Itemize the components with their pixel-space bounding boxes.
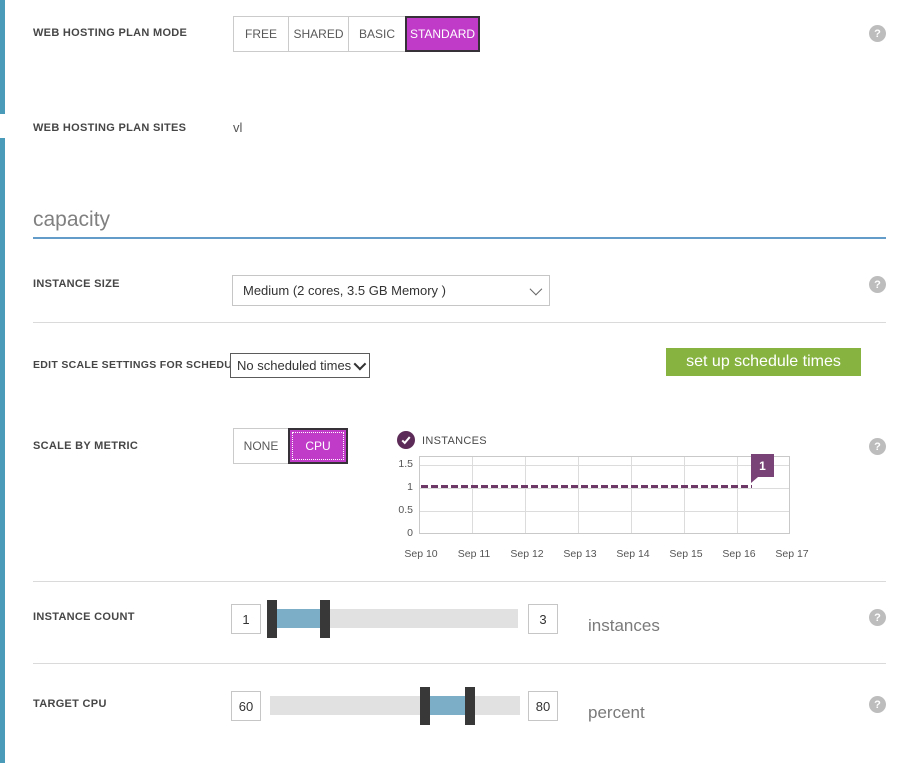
help-icon[interactable]: ? bbox=[869, 609, 886, 626]
instance-count-max-handle[interactable] bbox=[320, 600, 330, 638]
plan-mode-option-free[interactable]: FREE bbox=[233, 16, 289, 52]
left-accent-strip-top bbox=[0, 0, 5, 114]
divider bbox=[33, 663, 886, 664]
x-axis-tick: Sep 11 bbox=[457, 548, 491, 560]
check-circle-icon[interactable] bbox=[397, 431, 415, 449]
instance-count-range-fill bbox=[277, 609, 320, 628]
help-icon[interactable]: ? bbox=[869, 276, 886, 293]
plan-mode-option-standard[interactable]: STANDARD bbox=[405, 16, 480, 52]
schedule-select-value: No scheduled times bbox=[237, 358, 352, 373]
plan-sites-value: vl bbox=[233, 120, 243, 135]
target-cpu-track-left[interactable] bbox=[270, 696, 420, 715]
help-icon[interactable]: ? bbox=[869, 438, 886, 455]
set-up-schedule-times-button[interactable]: set up schedule times bbox=[666, 348, 861, 376]
chevron-down-icon bbox=[353, 357, 367, 371]
plan-mode-option-shared[interactable]: SHARED bbox=[288, 16, 349, 52]
plan-mode-toggle-group: FREE SHARED BASIC STANDARD bbox=[233, 16, 480, 52]
target-cpu-max-handle[interactable] bbox=[465, 687, 475, 725]
instance-size-value: Medium (2 cores, 3.5 GB Memory ) bbox=[243, 283, 446, 298]
divider bbox=[33, 581, 886, 582]
section-underline bbox=[33, 237, 886, 239]
series-end-value-badge: 1 bbox=[751, 454, 774, 483]
instances-chart-plot bbox=[419, 456, 790, 534]
x-axis-tick: Sep 15 bbox=[669, 548, 703, 560]
chevron-down-icon bbox=[529, 282, 543, 296]
scale-metric-toggle-group: NONE CPU bbox=[233, 428, 348, 464]
gridline bbox=[420, 488, 789, 489]
schedule-label: EDIT SCALE SETTINGS FOR SCHEDULE bbox=[33, 359, 247, 371]
x-axis-tick: Sep 16 bbox=[722, 548, 756, 560]
instance-count-min-handle[interactable] bbox=[267, 600, 277, 638]
left-accent-strip-bottom bbox=[0, 138, 5, 763]
instance-size-label: INSTANCE SIZE bbox=[33, 278, 120, 290]
x-axis-tick: Sep 10 bbox=[404, 548, 438, 560]
instance-count-label: INSTANCE COUNT bbox=[33, 611, 135, 623]
y-axis-tick: 0.5 bbox=[398, 504, 413, 516]
target-cpu-label: TARGET CPU bbox=[33, 698, 107, 710]
divider bbox=[33, 322, 886, 323]
gridline bbox=[420, 511, 789, 512]
checkmark-icon bbox=[401, 436, 411, 445]
y-axis-tick: 1.5 bbox=[398, 458, 413, 470]
instance-count-track[interactable] bbox=[330, 609, 518, 628]
instances-series-line bbox=[421, 485, 752, 488]
plan-mode-label: WEB HOSTING PLAN MODE bbox=[33, 27, 188, 39]
x-axis-tick: Sep 14 bbox=[616, 548, 650, 560]
help-icon[interactable]: ? bbox=[869, 25, 886, 42]
target-cpu-max-box[interactable]: 80 bbox=[528, 691, 558, 721]
instance-count-max-box[interactable]: 3 bbox=[528, 604, 558, 634]
chart-legend-label: INSTANCES bbox=[422, 435, 487, 447]
target-cpu-min-handle[interactable] bbox=[420, 687, 430, 725]
target-cpu-range-fill bbox=[430, 696, 465, 715]
schedule-select[interactable]: No scheduled times bbox=[230, 353, 370, 378]
target-cpu-track-right[interactable] bbox=[475, 696, 520, 715]
instance-size-dropdown[interactable]: Medium (2 cores, 3.5 GB Memory ) bbox=[232, 275, 550, 306]
target-cpu-min-box[interactable]: 60 bbox=[231, 691, 261, 721]
scale-metric-option-cpu[interactable]: CPU bbox=[288, 428, 348, 464]
y-axis-tick: 1 bbox=[407, 481, 413, 493]
help-icon[interactable]: ? bbox=[869, 696, 886, 713]
section-title-capacity: capacity bbox=[33, 208, 111, 231]
gridline bbox=[420, 465, 789, 466]
plan-sites-label: WEB HOSTING PLAN SITES bbox=[33, 122, 187, 134]
instance-count-unit: instances bbox=[588, 616, 660, 635]
x-axis-tick: Sep 12 bbox=[510, 548, 544, 560]
scale-metric-option-none[interactable]: NONE bbox=[233, 428, 289, 464]
plan-mode-option-basic[interactable]: BASIC bbox=[348, 16, 406, 52]
x-axis-tick: Sep 13 bbox=[563, 548, 597, 560]
x-axis-tick: Sep 17 bbox=[775, 548, 809, 560]
scale-by-metric-label: SCALE BY METRIC bbox=[33, 440, 139, 452]
y-axis-tick: 0 bbox=[407, 527, 413, 539]
target-cpu-unit: percent bbox=[588, 703, 645, 722]
instance-count-min-box[interactable]: 1 bbox=[231, 604, 261, 634]
